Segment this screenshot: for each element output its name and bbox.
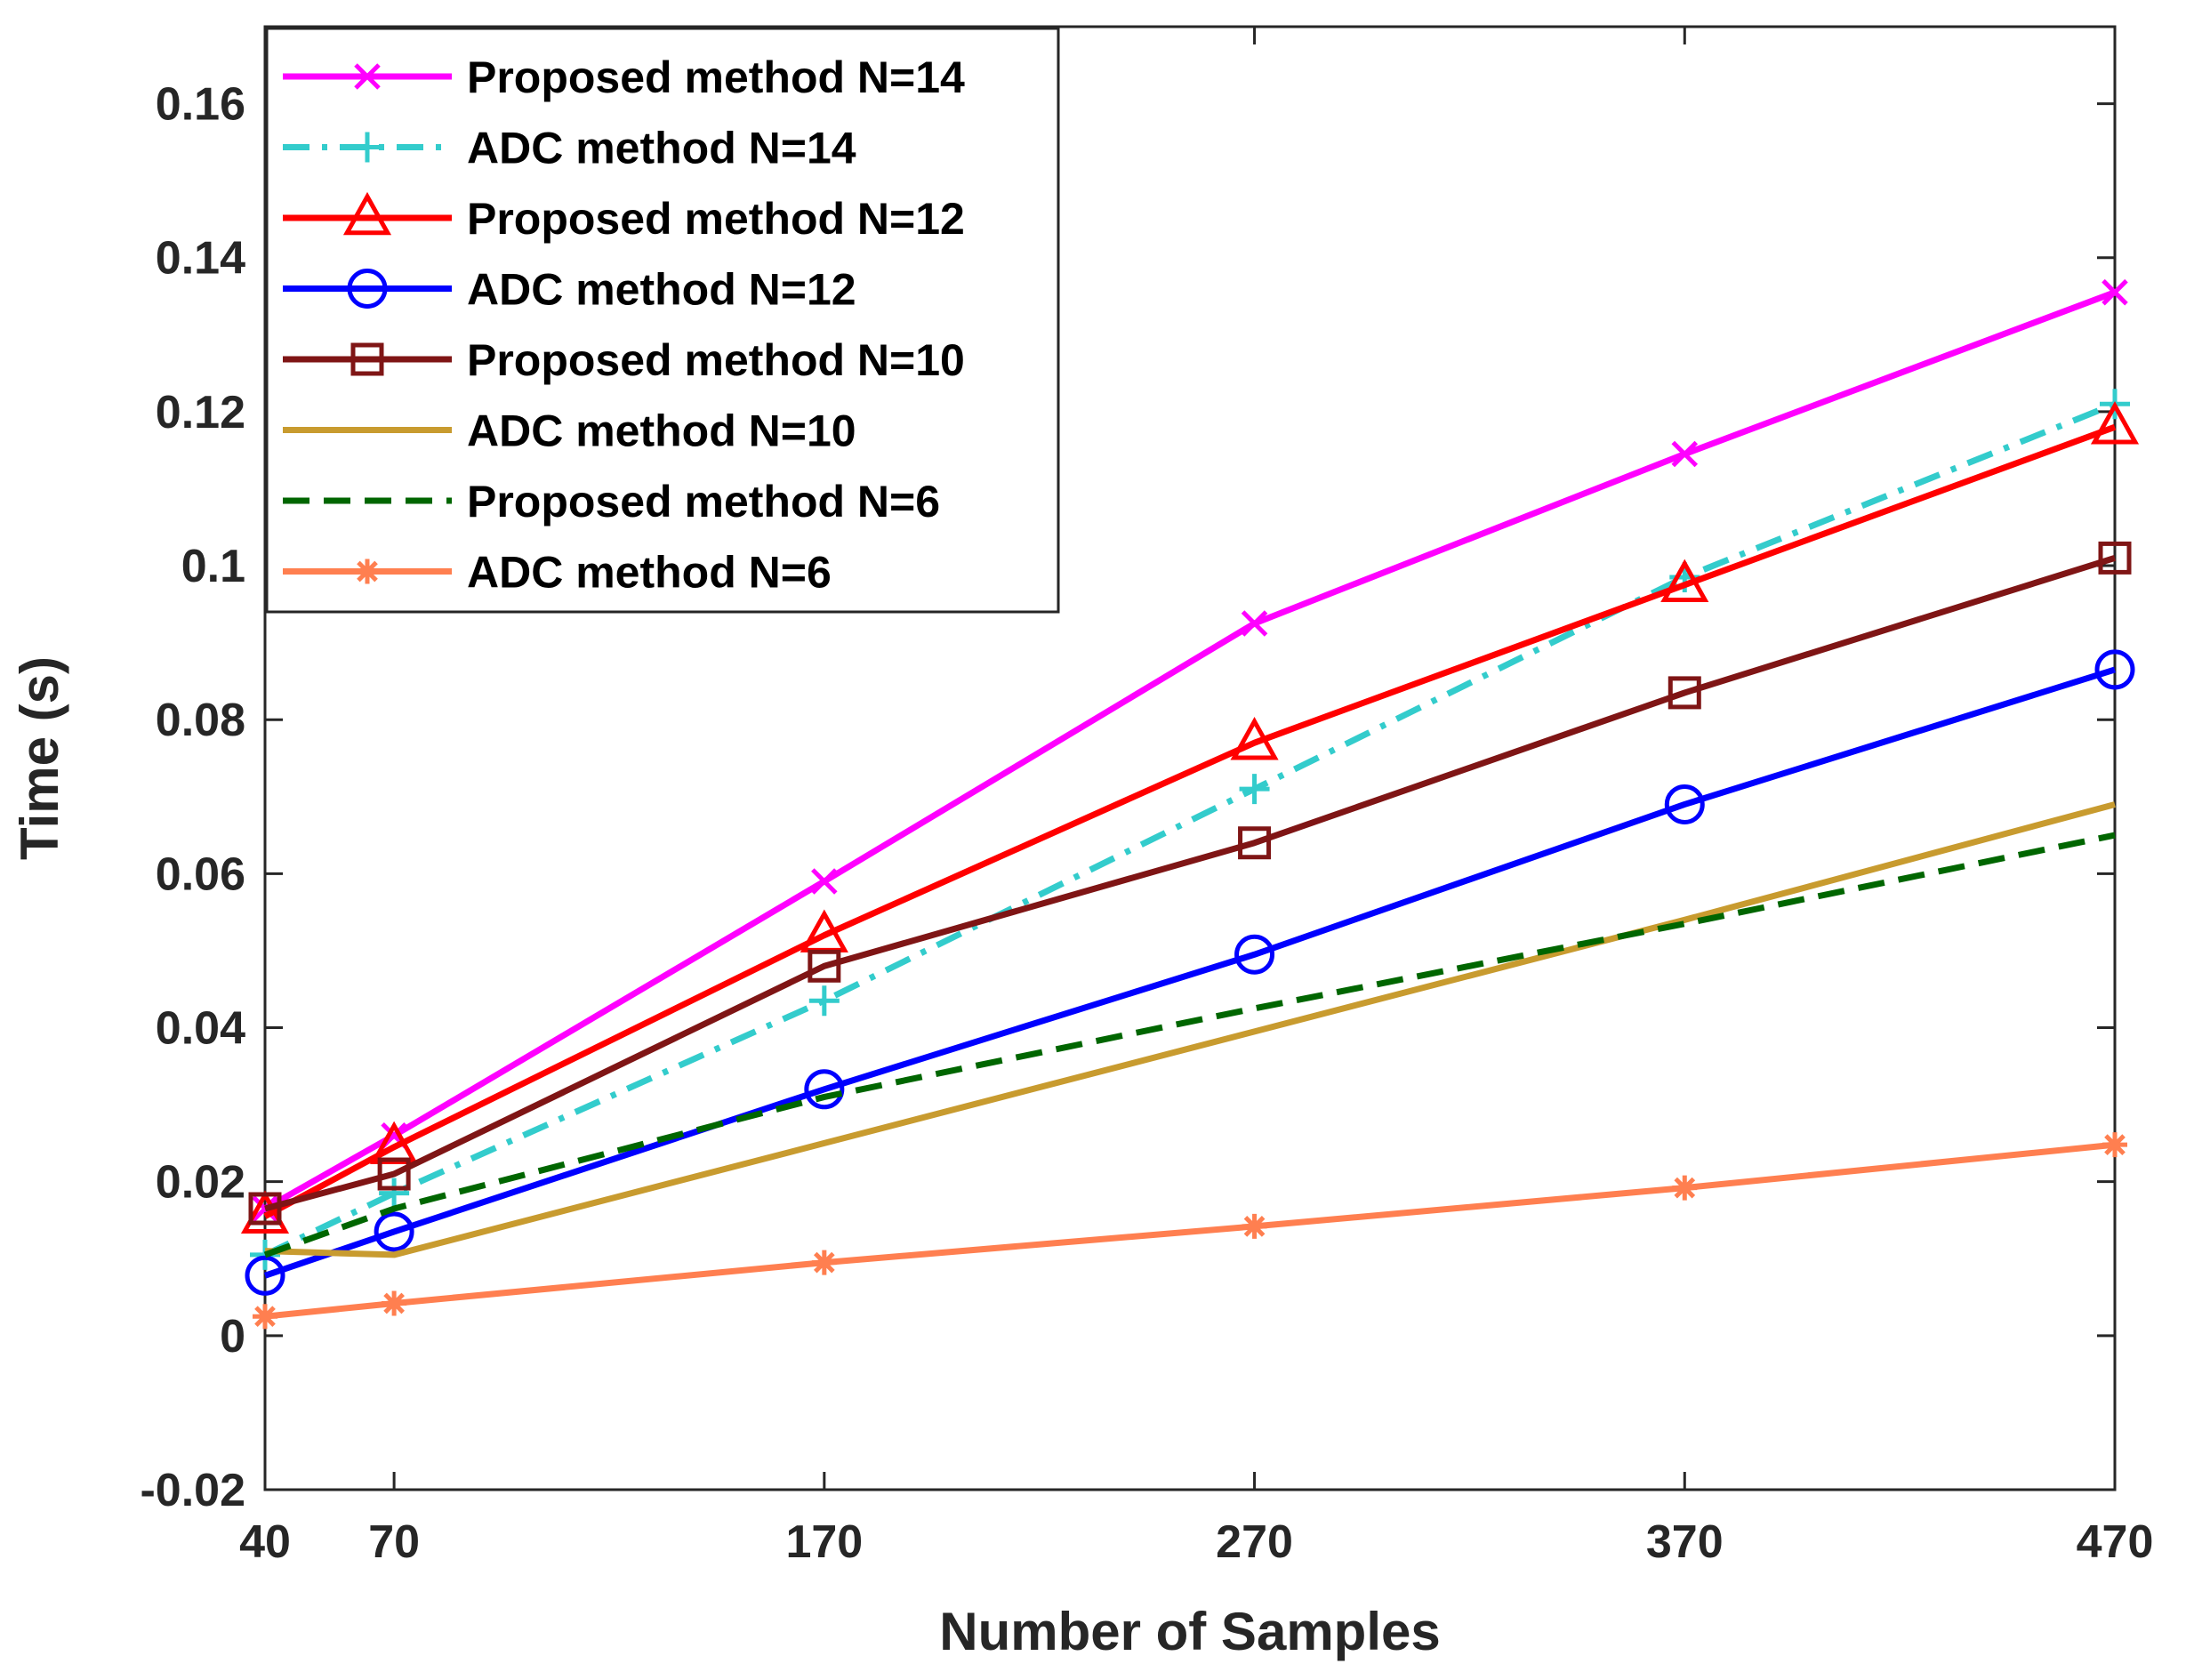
x-tick-label: 470 [2077, 1516, 2154, 1568]
legend-marker [347, 269, 388, 309]
series-line [263, 666, 2117, 1279]
data-point [253, 1304, 277, 1330]
legend-entry: ADC method N=14 [283, 124, 856, 173]
legend-marker [352, 132, 382, 163]
x-tick-label: 270 [1216, 1516, 1293, 1568]
data-point [1234, 934, 1275, 975]
legend-label: ADC method N=10 [467, 406, 856, 456]
legend-box [265, 27, 1060, 614]
legend-marker [342, 191, 392, 236]
data-point [2094, 649, 2135, 690]
y-tick-label: 0.02 [156, 1157, 245, 1209]
legend-label: Proposed method N=12 [467, 194, 965, 244]
legend-label: ADC method N=6 [467, 548, 832, 598]
series-line [264, 801, 2116, 1258]
data-point [248, 1192, 282, 1226]
series-line [264, 555, 2117, 1212]
series-4 [245, 649, 2135, 1296]
legend-entry: Proposed method N=12 [283, 191, 965, 244]
y-tick-label: 0.12 [156, 387, 245, 438]
data-point [808, 949, 841, 983]
x-tick-label: 40 [239, 1516, 291, 1568]
data-point [811, 1250, 837, 1275]
data-point [240, 1190, 290, 1234]
series-line [264, 1141, 2116, 1320]
legend-label: ADC method N=12 [467, 265, 856, 315]
data-point [1242, 1213, 1267, 1239]
data-point [2102, 278, 2128, 306]
series-line [263, 400, 2117, 1258]
series-1 [252, 278, 2128, 1222]
series-line [263, 289, 2117, 1212]
data-point [1672, 1175, 1698, 1201]
y-tick-label: -0.02 [140, 1465, 245, 1516]
data-point [1230, 717, 1279, 760]
legend-marker [355, 559, 380, 584]
legend-label: ADC method N=14 [467, 124, 856, 173]
data-point [252, 1195, 278, 1222]
data-point [808, 985, 840, 1017]
x-tick-label: 370 [1646, 1516, 1724, 1568]
y-tick-label: 0.16 [156, 79, 245, 131]
x-tick-label: 70 [368, 1516, 420, 1568]
data-point [1660, 559, 1709, 602]
series-layer [240, 278, 2140, 1330]
y-axis-title: Time (s) [10, 656, 69, 860]
x-tick-label: 170 [785, 1516, 863, 1568]
y-tick-label: 0.06 [156, 848, 245, 900]
y-axis: -0.02 0 0.02 0.04 0.06 0.08 0.1 0.12 0.14 0.16 [140, 79, 2115, 1516]
legend-label: Proposed method N=6 [467, 477, 940, 527]
legend-entry: ADC method N=12 [283, 265, 856, 315]
data-point [2090, 401, 2140, 445]
series-7 [263, 832, 2116, 1258]
data-point [1241, 610, 1268, 637]
data-point [811, 868, 838, 895]
data-point [804, 1069, 845, 1110]
data-point [1668, 676, 1701, 710]
data-point [379, 1178, 410, 1209]
legend-marker [354, 63, 381, 90]
legend-entry: Proposed method N=10 [283, 335, 965, 385]
data-point [2098, 541, 2132, 575]
legend: Proposed method N=14 ADC method N=14 Propo… [265, 27, 1060, 614]
y-tick-label: 0.1 [181, 541, 245, 592]
data-point [374, 1211, 414, 1252]
data-point [1238, 826, 1272, 860]
legend-label: Proposed method N=10 [467, 335, 965, 385]
series-line [263, 423, 2117, 1219]
y-tick-label: 0.04 [156, 1003, 245, 1055]
legend-label: Proposed method N=14 [467, 52, 965, 102]
data-point [245, 1255, 285, 1296]
legend-entry: ADC method N=6 [283, 548, 832, 598]
x-axis: 40 70 170 270 370 470 [239, 27, 2153, 1568]
data-point [1239, 774, 1270, 805]
x-axis-title: Number of Samples [939, 1602, 1440, 1661]
data-point [1671, 440, 1699, 468]
series-8 [253, 1132, 2127, 1330]
legend-entry: ADC method N=10 [283, 406, 856, 456]
y-tick-label: 0 [220, 1311, 245, 1362]
y-tick-label: 0.08 [156, 695, 245, 746]
data-point [377, 1157, 411, 1191]
legend-entry: Proposed method N=6 [283, 477, 940, 527]
data-point [1664, 784, 1705, 824]
series-5 [248, 541, 2132, 1226]
y-tick-label: 0.14 [156, 233, 245, 285]
legend-entry: Proposed method N=14 [283, 52, 965, 102]
data-point [2102, 1132, 2127, 1158]
legend-marker [350, 342, 384, 376]
data-point [382, 1290, 407, 1316]
series-line [263, 832, 2116, 1258]
series-6 [264, 801, 2116, 1258]
